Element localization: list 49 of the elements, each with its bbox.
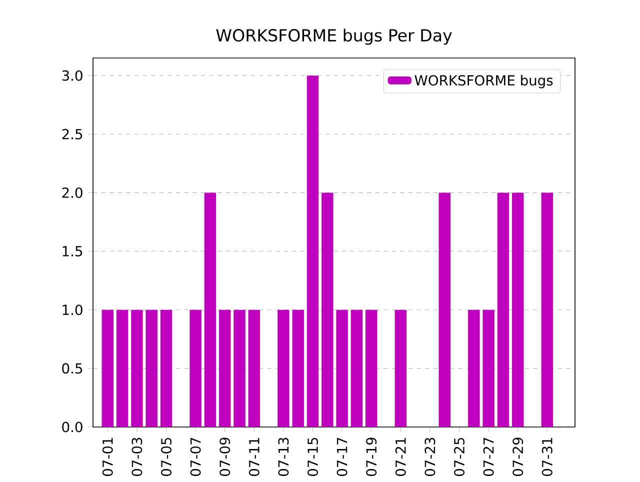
bar	[468, 310, 480, 428]
y-tick-label: 1.5	[62, 246, 82, 257]
bar	[394, 310, 407, 428]
bar	[322, 192, 334, 428]
y-tick-label: 2.5	[62, 129, 82, 140]
x-tick-label: 07-19	[366, 438, 377, 476]
x-tick-label: 07-23	[424, 438, 436, 476]
bar	[102, 310, 114, 428]
y-tick-label: 0.0	[62, 422, 82, 432]
bar	[278, 310, 290, 428]
bar	[512, 192, 524, 428]
x-tick-label: 07-13	[278, 438, 289, 476]
bar	[248, 310, 260, 428]
x-tick-label: 07-11	[248, 438, 260, 476]
y-tick-label: 2.0	[62, 188, 82, 198]
bar	[116, 310, 128, 428]
bar	[292, 310, 304, 428]
y-tick-label: 0.5	[62, 363, 82, 374]
bar	[190, 310, 202, 428]
x-tick-label: 07-07	[190, 438, 201, 476]
bar	[234, 310, 246, 428]
x-tick-label: 07-27	[483, 438, 494, 476]
x-tick-label: 07-09	[220, 438, 230, 476]
bar	[131, 310, 143, 428]
bar	[497, 192, 510, 428]
x-tick-label: 07-21	[395, 438, 406, 476]
bar	[306, 76, 319, 428]
bar	[482, 310, 494, 428]
x-tick-label: 07-03	[132, 438, 142, 476]
bar	[350, 310, 363, 428]
x-tick-label: 07-17	[336, 438, 348, 476]
bar	[541, 192, 554, 428]
bar	[366, 310, 378, 428]
x-tick-label: 07-29	[512, 438, 524, 476]
bar	[336, 310, 348, 428]
bar	[204, 192, 216, 428]
x-tick-label: 07-05	[161, 438, 172, 476]
x-tick-label: 07-15	[308, 438, 318, 476]
x-tick-label: 07-25	[454, 438, 464, 476]
bar	[218, 310, 231, 428]
chart-title: WORKSFORME bugs Per Day	[216, 28, 452, 46]
bar	[146, 310, 158, 428]
y-tick-label: 3.0	[62, 70, 82, 82]
legend-label: WORKSFORME bugs	[414, 75, 553, 88]
x-tick-label: 07-31	[542, 438, 552, 476]
bar	[160, 310, 172, 428]
y-tick-label: 1.0	[62, 304, 82, 316]
x-tick-label: 07-01	[102, 438, 113, 476]
bar	[438, 192, 450, 428]
